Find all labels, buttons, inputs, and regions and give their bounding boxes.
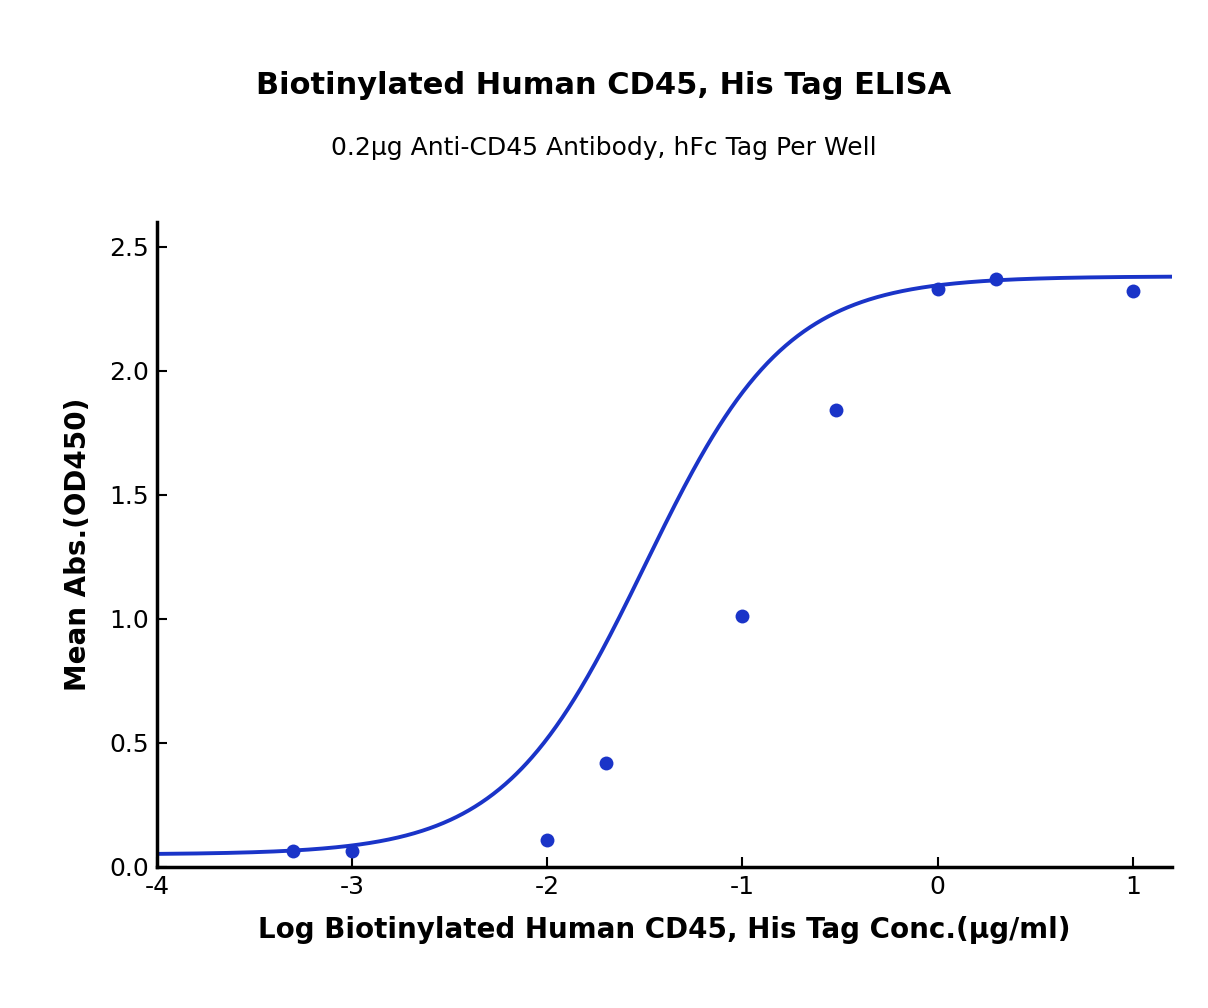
X-axis label: Log Biotinylated Human CD45, His Tag Conc.(μg/ml): Log Biotinylated Human CD45, His Tag Con… — [259, 916, 1070, 943]
Text: Biotinylated Human CD45, His Tag ELISA: Biotinylated Human CD45, His Tag ELISA — [256, 71, 952, 100]
Text: 0.2μg Anti-CD45 Antibody, hFc Tag Per Well: 0.2μg Anti-CD45 Antibody, hFc Tag Per We… — [331, 136, 877, 160]
Y-axis label: Mean Abs.(OD450): Mean Abs.(OD450) — [64, 397, 92, 691]
